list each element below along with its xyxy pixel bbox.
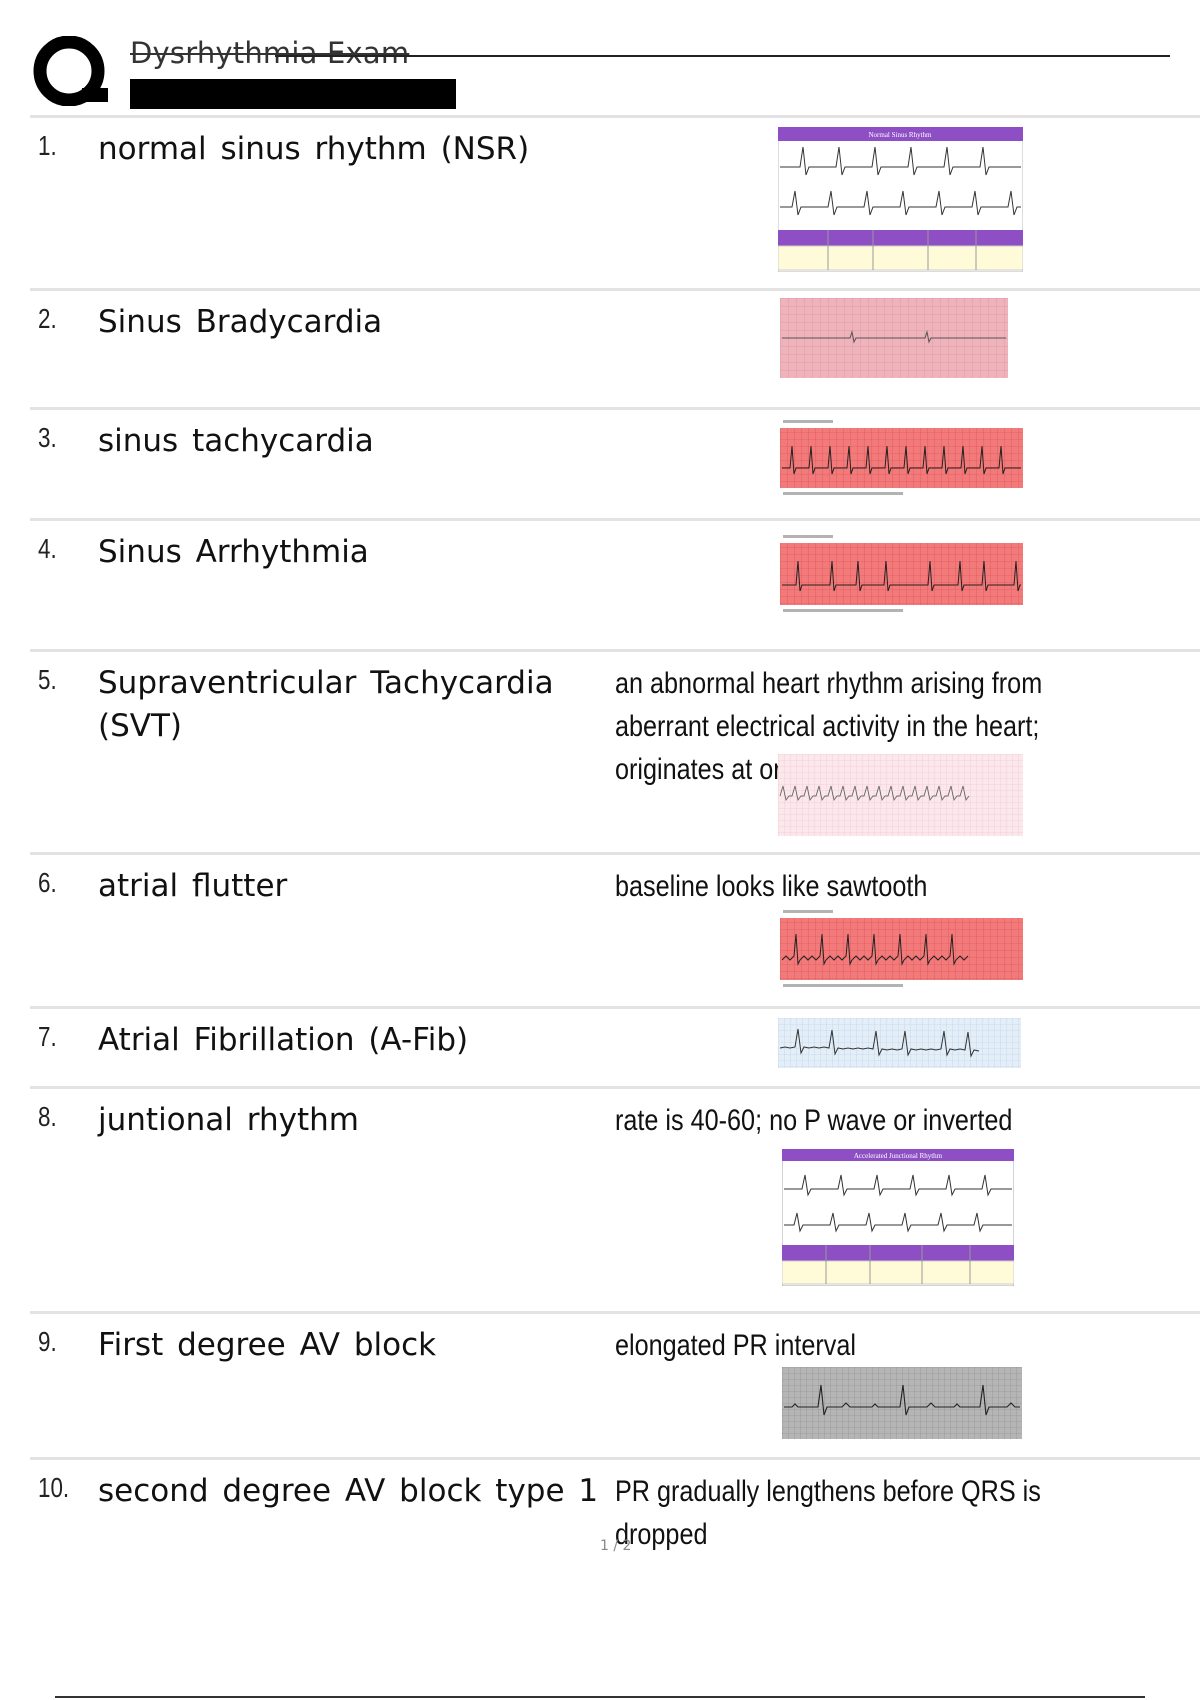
item-number: 5. (38, 664, 57, 695)
redaction-bar (130, 79, 456, 109)
item-number: 3. (38, 422, 57, 453)
term: Supraventricular Tachycardia (SVT) (98, 665, 554, 744)
flashcard-row: 4. Sinus Arrhythmia (30, 518, 1200, 652)
definition: rate is 40-60; no P wave or inverted (615, 1104, 1013, 1137)
logo-icon (33, 36, 108, 106)
ecg-strip-junctional: Accelerated Junctional Rhythm (782, 1149, 1014, 1286)
flashcard-row: 1. normal sinus rhythm (NSR) Normal Sinu… (30, 115, 1200, 291)
term: second degree AV block type 1 (98, 1473, 599, 1509)
term: normal sinus rhythm (NSR) (98, 131, 530, 167)
definition: elongated PR interval (615, 1329, 856, 1362)
ecg-strip-bradycardia (780, 298, 1008, 378)
item-number: 2. (38, 303, 57, 334)
item-number: 9. (38, 1326, 57, 1357)
item-number: 1. (38, 130, 57, 161)
flashcard-row: 7. Atrial Fibrillation (A-Fib) (30, 1006, 1200, 1089)
item-number: 4. (38, 533, 57, 564)
item-number: 10. (38, 1472, 70, 1503)
term: First degree AV block (98, 1327, 437, 1363)
term: Sinus Arrhythmia (98, 534, 369, 570)
ecg-strip-sinus-arrhythmia (780, 533, 1023, 615)
item-number: 8. (38, 1101, 57, 1132)
term: Sinus Bradycardia (98, 304, 383, 340)
item-number: 7. (38, 1021, 57, 1052)
strip-caption: Normal Sinus Rhythm (868, 131, 932, 139)
term: sinus tachycardia (98, 423, 374, 459)
footer-rule (55, 1696, 1145, 1698)
flashcard-row: 6. atrial flutter baseline looks like sa… (30, 852, 1200, 1009)
definition: PR gradually lengthens before QRS is dro… (615, 1475, 1041, 1551)
document-header: Dysrhythmia Exam (30, 32, 1170, 112)
term: Atrial Fibrillation (A-Fib) (98, 1022, 469, 1058)
flashcard-row: 9. First degree AV block elongated PR in… (30, 1311, 1200, 1460)
flashcard-row: 3. sinus tachycardia (30, 407, 1200, 521)
term: atrial flutter (98, 868, 288, 904)
definition: baseline looks like sawtooth (615, 870, 928, 903)
term: juntional rhythm (98, 1102, 359, 1138)
ecg-strip-nsr: Normal Sinus Rhythm (778, 127, 1023, 272)
flashcard-row: 10. second degree AV block type 1 PR gra… (30, 1457, 1200, 1551)
flashcard-row: 8. juntional rhythm rate is 40-60; no P … (30, 1086, 1200, 1314)
ecg-strip-tachycardia (780, 418, 1023, 498)
strip-caption: Accelerated Junctional Rhythm (854, 1152, 943, 1160)
ecg-strip-first-degree-av-block (782, 1367, 1022, 1439)
flashcard-row: 5. Supraventricular Tachycardia (SVT) an… (30, 649, 1200, 855)
flashcard-row: 2. Sinus Bradycardia (30, 288, 1200, 410)
page-number: 1 / 2 (600, 1538, 632, 1554)
ecg-strip-svt (778, 754, 1023, 836)
title-rule (275, 55, 1170, 57)
ecg-strip-afib (778, 1018, 1021, 1068)
ecg-strip-atrial-flutter (780, 908, 1023, 990)
item-number: 6. (38, 867, 57, 898)
document-title: Dysrhythmia Exam (130, 36, 410, 70)
